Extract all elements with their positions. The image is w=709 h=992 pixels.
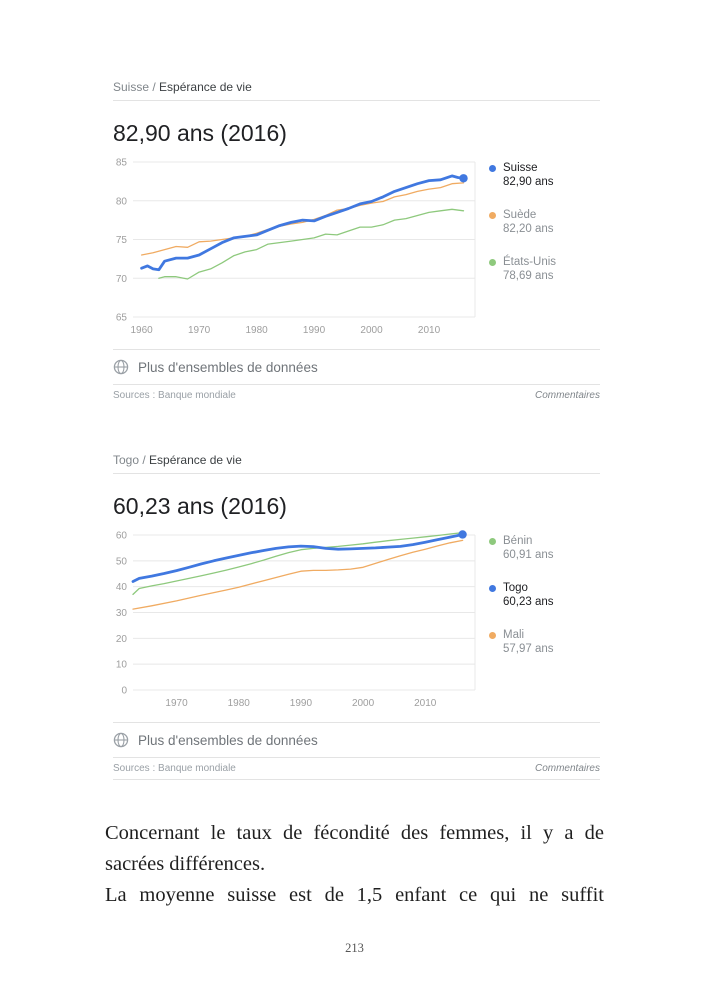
svg-text:30: 30	[116, 608, 128, 619]
svg-text:65: 65	[116, 313, 128, 324]
divider	[113, 473, 600, 474]
svg-text:1980: 1980	[228, 698, 251, 708]
legend-item-mali[interactable]: Mali 57,97 ans	[489, 628, 600, 656]
legend-series-value: 82,90 ans	[503, 176, 554, 188]
svg-text:75: 75	[116, 235, 128, 246]
legend-item-suisse[interactable]: Suisse 82,90 ans	[489, 161, 600, 189]
breadcrumb: Togo / Espérance de vie	[113, 453, 600, 467]
sources-link[interactable]: Sources : Banque mondiale	[113, 763, 236, 774]
globe-icon	[113, 359, 129, 375]
svg-text:50: 50	[116, 556, 128, 567]
body-line: Concernant le taux de fécondité des femm…	[105, 822, 604, 844]
body-line: sacrées différences.	[105, 853, 266, 875]
legend-item-suede[interactable]: Suède 82,20 ans	[489, 208, 600, 236]
chart-title: 82,90 ans (2016)	[113, 120, 287, 146]
svg-text:85: 85	[116, 158, 128, 169]
breadcrumb-root[interactable]: Suisse	[113, 80, 150, 94]
legend-series-value: 60,91 ans	[503, 549, 554, 561]
divider	[113, 349, 600, 350]
legend-series-value: 60,23 ans	[503, 596, 554, 608]
knowledge-card-togo: Togo / Espérance de vie 60,23 ans (2016)…	[113, 453, 600, 780]
legend-series-value: 82,20 ans	[503, 223, 554, 235]
chart-area: 65 70 75 80 85 1960 1970 1980 1990 2000 2010 Suiss…	[113, 157, 600, 336]
more-datasets-link[interactable]: Plus d'ensembles de données	[113, 350, 600, 384]
chart-title: 60,23 ans (2016)	[113, 493, 287, 519]
body-line: La moyenne suisse est de 1,5 enfant ce q…	[105, 884, 604, 906]
legend-series-name: Togo	[503, 582, 528, 594]
divider	[113, 384, 600, 385]
breadcrumb-leaf[interactable]: Espérance de vie	[159, 80, 252, 94]
breadcrumb-leaf[interactable]: Espérance de vie	[149, 453, 242, 467]
legend-item-benin[interactable]: Bénin 60,91 ans	[489, 534, 600, 562]
svg-text:2000: 2000	[360, 325, 383, 335]
breadcrumb-root[interactable]: Togo	[113, 453, 140, 467]
legend-series-name: Suède	[503, 209, 537, 221]
sources-link[interactable]: Sources : Banque mondiale	[113, 390, 236, 401]
svg-text:0: 0	[121, 686, 127, 697]
legend-item-togo[interactable]: Togo 60,23 ans	[489, 581, 600, 609]
legend-series-value: 57,97 ans	[503, 643, 554, 655]
legend-series-name: Bénin	[503, 535, 533, 547]
sources-row: Sources : Banque mondiale Commentaires	[113, 390, 600, 402]
chart-area: 0 10 20 30 40 50 60 1970 1980 1990 2000 2010 Bénin …	[113, 530, 600, 708]
svg-text:70: 70	[116, 274, 128, 285]
chart-legend: Bénin 60,91 ans Togo 60,23 ans Mali	[489, 530, 600, 708]
svg-text:2010: 2010	[418, 325, 441, 335]
svg-text:1960: 1960	[130, 325, 153, 335]
knowledge-card-suisse: Suisse / Espérance de vie 82,90 ans (201…	[113, 80, 600, 402]
series-dot-icon	[489, 164, 496, 172]
series-dot-icon	[489, 631, 496, 639]
svg-text:2010: 2010	[414, 698, 437, 708]
divider	[113, 757, 600, 758]
line-chart-togo[interactable]: 0 10 20 30 40 50 60 1970 1980 1990 2000 2010	[113, 530, 483, 708]
svg-text:1990: 1990	[290, 698, 313, 708]
series-dot-icon	[489, 211, 496, 219]
svg-text:60: 60	[116, 531, 128, 542]
divider	[113, 100, 600, 101]
series-dot-icon	[489, 537, 496, 545]
series-dot-icon	[489, 258, 496, 266]
chart-legend: Suisse 82,90 ans Suède 82,20 ans États-U…	[489, 157, 600, 335]
series-dot-icon	[489, 584, 496, 592]
svg-text:1970: 1970	[188, 325, 211, 335]
breadcrumb-separator: /	[142, 453, 150, 467]
svg-text:1970: 1970	[165, 698, 188, 708]
svg-text:1980: 1980	[245, 325, 268, 335]
svg-text:10: 10	[116, 660, 128, 671]
divider	[113, 779, 600, 780]
more-datasets-label: Plus d'ensembles de données	[138, 732, 318, 748]
svg-text:80: 80	[116, 196, 128, 207]
comments-link[interactable]: Commentaires	[534, 763, 600, 774]
svg-text:1990: 1990	[303, 325, 326, 335]
legend-series-name: Mali	[503, 629, 525, 641]
legend-item-etats-unis[interactable]: États-Unis 78,69 ans	[489, 255, 600, 283]
sources-row: Sources : Banque mondiale Commentaires	[113, 763, 600, 775]
svg-text:20: 20	[116, 634, 128, 645]
svg-text:40: 40	[116, 582, 128, 593]
breadcrumb-separator: /	[152, 80, 160, 94]
legend-series-value: 78,69 ans	[503, 270, 554, 282]
legend-series-name: États-Unis	[503, 256, 557, 268]
body-paragraph: Concernant le taux de fécondité des femm…	[105, 818, 604, 911]
more-datasets-label: Plus d'ensembles de données	[138, 359, 318, 375]
more-datasets-link[interactable]: Plus d'ensembles de données	[113, 723, 600, 757]
page-number: 213	[345, 941, 364, 955]
divider	[113, 722, 600, 723]
globe-icon	[113, 732, 129, 748]
legend-series-name: Suisse	[503, 162, 538, 174]
line-chart-suisse[interactable]: 65 70 75 80 85 1960 1970 1980 1990 2000 2010	[113, 157, 483, 335]
svg-text:2000: 2000	[352, 698, 375, 708]
breadcrumb: Suisse / Espérance de vie	[113, 80, 600, 94]
comments-link[interactable]: Commentaires	[534, 390, 600, 401]
